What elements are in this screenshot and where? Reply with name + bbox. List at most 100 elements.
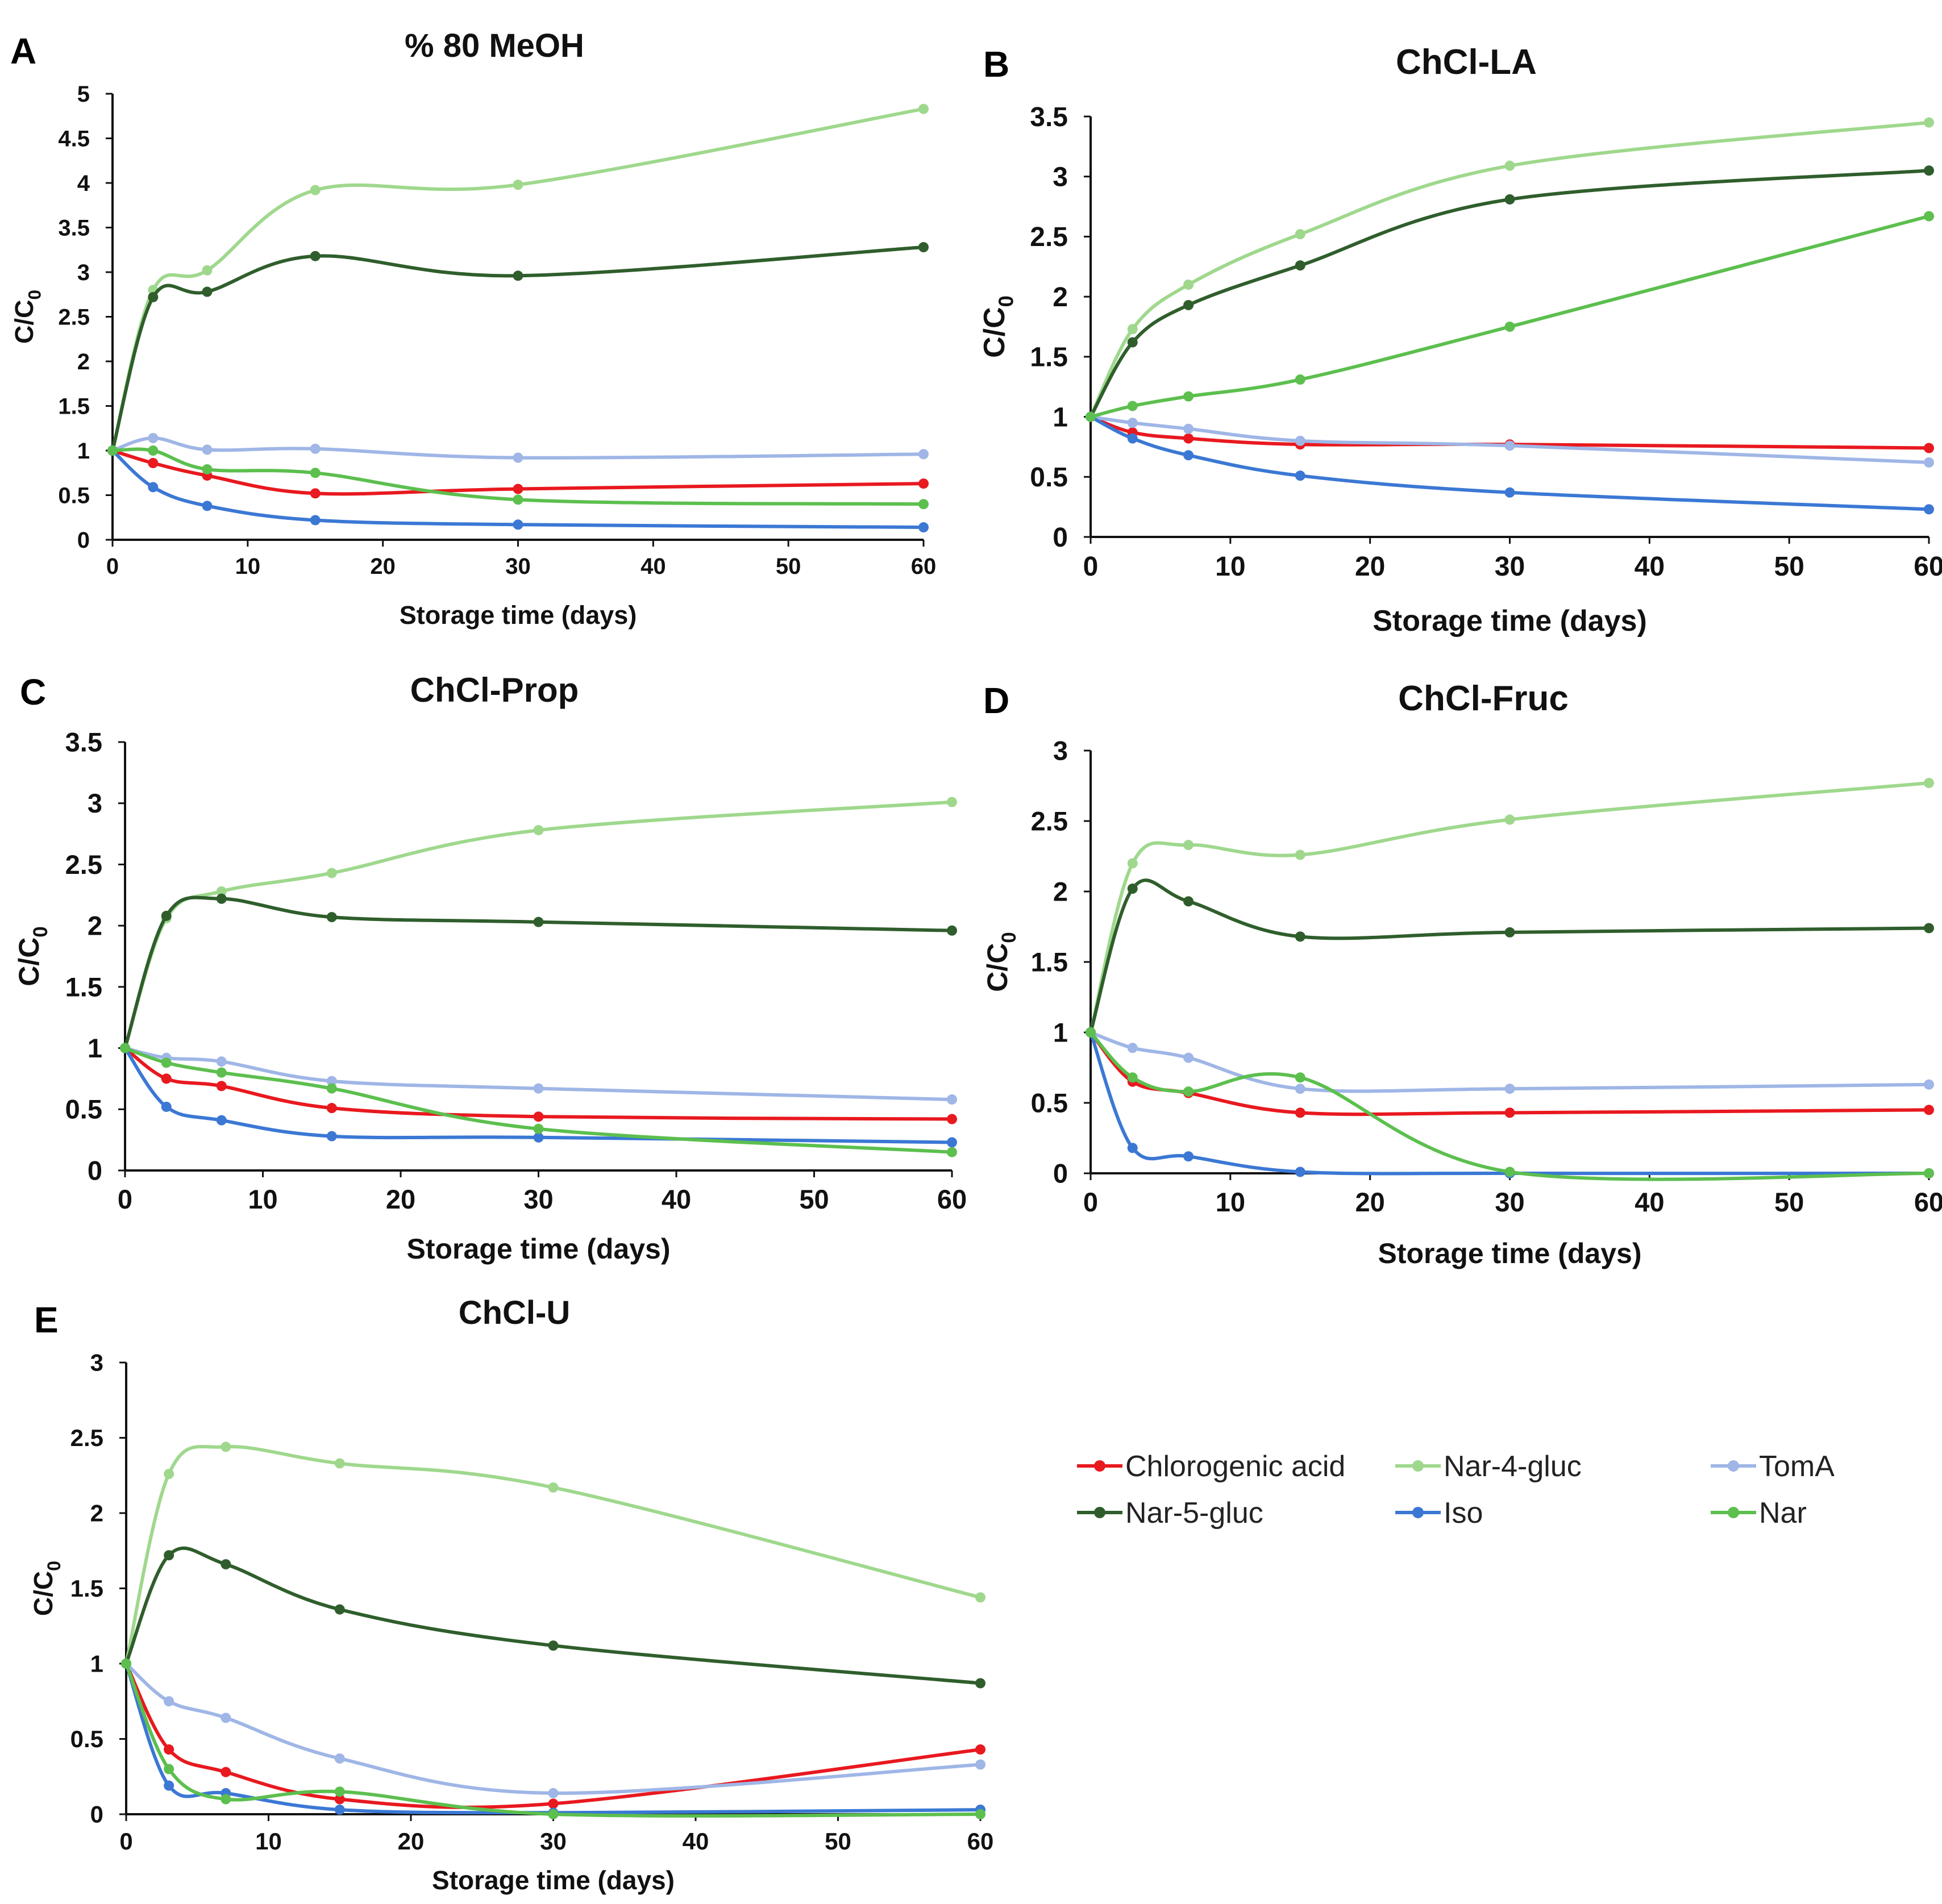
y-tick-label: 0 bbox=[77, 528, 90, 553]
data-point-nar-4-gluc bbox=[918, 103, 929, 114]
data-point-nar bbox=[310, 468, 321, 478]
data-point-nar bbox=[947, 1147, 957, 1157]
data-point-nar-4-gluc bbox=[1295, 229, 1305, 240]
data-point-nar-4-gluc bbox=[548, 1482, 559, 1493]
data-point-nar-5-gluc bbox=[975, 1678, 985, 1689]
data-point-nar-4-gluc bbox=[1183, 280, 1194, 290]
y-tick-label: 3.5 bbox=[58, 216, 90, 241]
data-point-nar-4-gluc bbox=[1295, 849, 1305, 860]
data-point-chlorogenic-acid bbox=[548, 1798, 559, 1809]
x-tick-label: 40 bbox=[1635, 552, 1665, 582]
y-tick-label: 5 bbox=[77, 82, 90, 107]
y-tick-label: 0 bbox=[1053, 523, 1068, 553]
data-point-nar bbox=[548, 1809, 559, 1819]
y-axis-label-subscript: 0 bbox=[30, 926, 52, 937]
y-axis-label-main: C/C bbox=[13, 938, 45, 986]
data-point-nar-4-gluc bbox=[1183, 840, 1194, 851]
y-axis-label-main: C/C bbox=[28, 1571, 58, 1616]
data-point-toma bbox=[1127, 1043, 1138, 1053]
panel-letter: E bbox=[34, 1299, 59, 1340]
data-point-iso bbox=[326, 1131, 337, 1141]
series-nar bbox=[1086, 1027, 1934, 1181]
legend-swatch-marker bbox=[1412, 1507, 1424, 1518]
data-point-nar bbox=[121, 1659, 131, 1669]
y-tick-label: 3.5 bbox=[65, 727, 102, 757]
y-tick-label: 1 bbox=[88, 1033, 102, 1063]
y-tick-label: 2 bbox=[1053, 282, 1068, 313]
data-point-nar bbox=[918, 499, 929, 510]
data-point-chlorogenic-acid bbox=[975, 1744, 985, 1755]
data-point-toma bbox=[148, 433, 159, 444]
data-point-nar-5-gluc bbox=[1183, 896, 1194, 907]
x-tick-label: 40 bbox=[683, 1828, 709, 1855]
data-point-toma bbox=[918, 449, 929, 460]
series-group bbox=[120, 797, 957, 1157]
y-axis-label: C/C0 bbox=[10, 290, 45, 344]
data-point-nar bbox=[148, 445, 159, 456]
data-point-nar-4-gluc bbox=[513, 180, 523, 190]
legend-item-nar-4-gluc: Nar-4-gluc bbox=[1395, 1450, 1582, 1483]
data-point-nar-4-gluc bbox=[1127, 324, 1138, 335]
data-point-nar bbox=[1924, 1168, 1934, 1178]
x-axis-label: Storage time (days) bbox=[400, 601, 637, 630]
data-point-toma bbox=[164, 1696, 174, 1707]
x-tick-label: 30 bbox=[540, 1828, 567, 1855]
y-axis-label-main: C/C bbox=[10, 300, 39, 344]
data-point-toma bbox=[221, 1713, 231, 1723]
data-point-nar-4-gluc bbox=[326, 868, 337, 878]
data-point-nar-5-gluc bbox=[1127, 337, 1138, 348]
data-point-nar-4-gluc bbox=[310, 185, 321, 195]
legend-item-chlorogenic-acid: Chlorogenic acid bbox=[1077, 1450, 1345, 1483]
data-point-nar-4-gluc bbox=[1924, 778, 1934, 789]
data-point-nar-5-gluc bbox=[533, 916, 544, 927]
data-point-iso bbox=[148, 482, 159, 493]
data-point-iso bbox=[1183, 1151, 1194, 1162]
data-point-chlorogenic-acid bbox=[1924, 1105, 1934, 1115]
data-point-toma bbox=[1504, 440, 1515, 451]
data-point-iso bbox=[533, 1132, 544, 1143]
y-tick-label: 3.5 bbox=[1030, 102, 1068, 132]
data-point-chlorogenic-acid bbox=[1295, 1107, 1305, 1118]
y-tick-label: 2 bbox=[88, 911, 102, 941]
data-point-toma bbox=[1504, 1084, 1515, 1094]
series-nar-4-gluc bbox=[121, 1441, 985, 1669]
x-tick-label: 60 bbox=[937, 1184, 967, 1214]
x-tick-label: 50 bbox=[1774, 1187, 1804, 1217]
data-point-chlorogenic-acid bbox=[533, 1111, 544, 1122]
data-point-nar-4-gluc bbox=[1127, 858, 1138, 869]
legend-label: Nar-4-gluc bbox=[1444, 1450, 1582, 1483]
data-point-nar bbox=[1504, 322, 1515, 332]
legend-swatch-marker bbox=[1094, 1507, 1105, 1518]
legend-swatch-marker bbox=[1728, 1507, 1739, 1518]
y-tick-label: 2.5 bbox=[65, 849, 102, 880]
chart-title: ChCl-U bbox=[459, 1294, 571, 1331]
data-point-nar-5-gluc bbox=[164, 1550, 174, 1561]
x-tick-label: 10 bbox=[1215, 552, 1245, 582]
legend-label: Nar bbox=[1759, 1497, 1807, 1530]
y-tick-label: 2 bbox=[1053, 876, 1068, 906]
data-point-iso bbox=[161, 1101, 172, 1112]
data-point-nar-4-gluc bbox=[1924, 117, 1934, 128]
data-point-toma bbox=[947, 1094, 957, 1105]
x-axis-label: Storage time (days) bbox=[1378, 1238, 1641, 1269]
data-point-nar-5-gluc bbox=[1295, 260, 1305, 271]
data-point-toma bbox=[1924, 1079, 1934, 1090]
panel-letter: C bbox=[20, 672, 46, 713]
y-tick-label: 0.5 bbox=[58, 484, 90, 509]
x-tick-label: 10 bbox=[1216, 1187, 1245, 1217]
x-tick-label: 60 bbox=[911, 554, 937, 579]
series-nar-5-gluc bbox=[1086, 165, 1934, 422]
y-tick-label: 3 bbox=[77, 260, 90, 285]
data-point-nar bbox=[326, 1083, 337, 1094]
y-tick-label: 1 bbox=[1053, 402, 1068, 432]
data-point-nar bbox=[1924, 211, 1934, 222]
data-point-toma bbox=[533, 1083, 544, 1094]
x-tick-label: 60 bbox=[967, 1828, 994, 1855]
data-point-nar bbox=[513, 494, 523, 505]
x-tick-label: 0 bbox=[118, 1184, 132, 1214]
data-point-chlorogenic-acid bbox=[513, 484, 523, 494]
series-group bbox=[121, 1441, 985, 1819]
series-line-nar bbox=[1089, 1031, 1931, 1181]
series-group bbox=[1086, 117, 1934, 515]
series-nar-5-gluc bbox=[120, 893, 957, 1053]
